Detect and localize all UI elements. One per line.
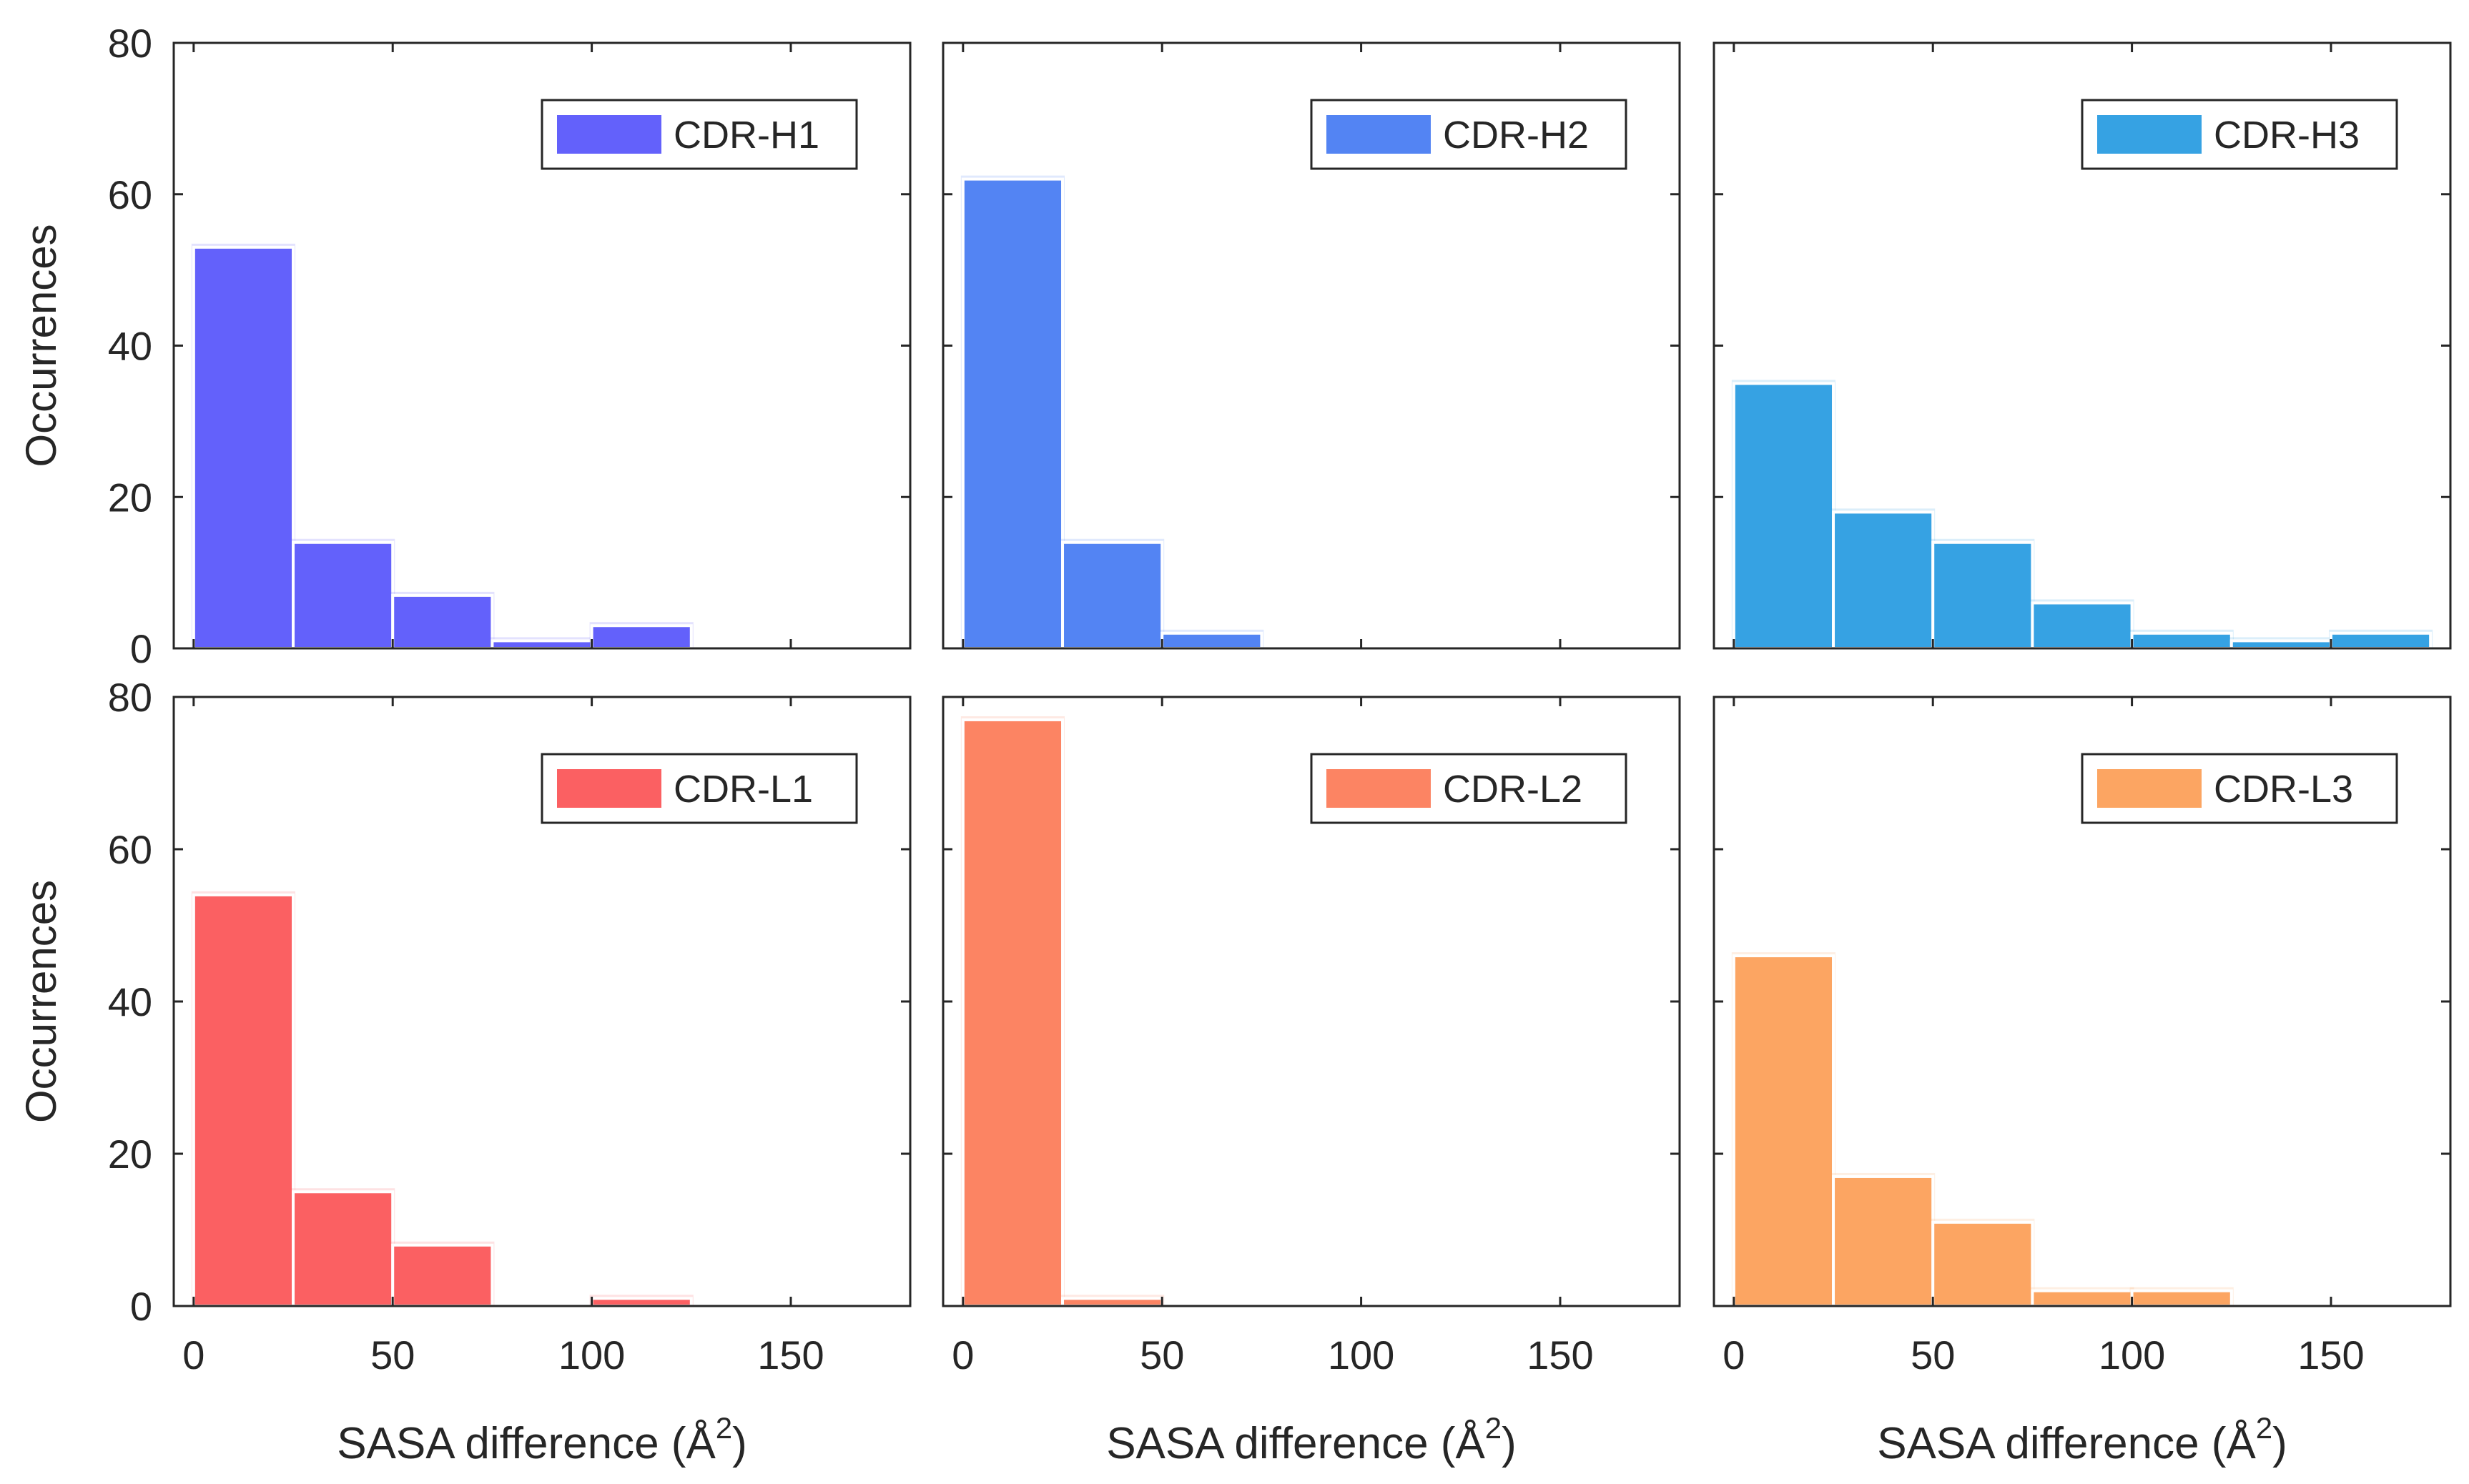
legend: CDR-H1	[541, 99, 858, 170]
bar-75-100	[2031, 601, 2134, 650]
bar-50-75	[1160, 631, 1263, 651]
x-tick-label: 150	[1527, 1332, 1593, 1377]
x-axis-label-close: )	[732, 1419, 747, 1468]
bar-125-150	[2229, 639, 2332, 650]
bar-0-25	[1732, 954, 1835, 1307]
y-tick-label: 0	[130, 1284, 152, 1329]
bar-150-175	[2329, 631, 2433, 651]
bar-0-25	[192, 893, 295, 1307]
legend-label: CDR-L2	[1443, 768, 1582, 811]
x-tick-label: 50	[1140, 1332, 1184, 1377]
bar-25-50	[292, 540, 395, 651]
panel-cdr-l3: 0 50 100 150 CDR-L3 SASA difference (Å2)	[1712, 696, 2452, 1468]
panel-cdr-l2: 0 50 100 150 CDR-L2 SASA difference (Å2)	[942, 696, 1681, 1468]
x-axis-label-main: SASA difference (Å	[337, 1419, 716, 1468]
legend: CDR-H2	[1310, 99, 1627, 170]
panel-cdr-h3: CDR-H3	[1712, 41, 2452, 651]
bar-0-25	[961, 718, 1065, 1307]
legend-label: CDR-L3	[2214, 768, 2353, 811]
y-tick-label: 40	[108, 979, 152, 1024]
bar-25-50	[292, 1190, 395, 1307]
x-tick-label: 0	[182, 1332, 204, 1377]
y-axis-label: Occurrences	[17, 880, 65, 1123]
bar-100-125	[2130, 1289, 2233, 1307]
y-tick-label: 60	[108, 172, 152, 217]
legend-label: CDR-H1	[674, 114, 819, 157]
legend-swatch	[1325, 768, 1432, 809]
x-axis-label-superscript: 2	[716, 1411, 732, 1445]
y-tick-label: 40	[108, 324, 152, 369]
x-axis-label-main: SASA difference (Å	[1877, 1419, 2256, 1468]
y-tick-label: 20	[108, 475, 152, 520]
bar-25-50	[1832, 1174, 1935, 1307]
panel-cdr-l1: 0 50 100 150 0 20 40 60 80 CDR-L1 Occurrences SASA …	[17, 675, 912, 1468]
bar-75-100	[2031, 1289, 2134, 1307]
legend-swatch	[556, 114, 663, 155]
x-tick-label: 150	[2297, 1332, 2364, 1377]
legend-label: CDR-L1	[674, 768, 813, 811]
legend-box	[1310, 753, 1627, 824]
bar-50-75	[391, 593, 494, 651]
legend: CDR-L3	[2081, 753, 2398, 824]
legend-swatch	[1325, 114, 1432, 155]
legend: CDR-H3	[2081, 99, 2398, 170]
x-axis-label-close: )	[1502, 1419, 1517, 1468]
bar-50-75	[1931, 1220, 2034, 1307]
bar-25-50	[1061, 540, 1164, 651]
legend-label: CDR-H2	[1443, 114, 1589, 157]
bar-0-25	[1732, 382, 1835, 650]
x-axis-label-superscript: 2	[1485, 1411, 1502, 1445]
x-axis-label-main: SASA difference (Å	[1106, 1419, 1485, 1468]
bar-75-100	[491, 639, 593, 650]
x-axis-label-close: )	[2272, 1419, 2287, 1468]
x-tick-label: 50	[1911, 1332, 1955, 1377]
legend-label: CDR-H3	[2214, 114, 2360, 157]
legend-swatch	[2096, 114, 2203, 155]
bar-25-50	[1832, 510, 1935, 650]
y-tick-label: 60	[108, 827, 152, 872]
legend-swatch	[556, 768, 663, 809]
bar-50-75	[1931, 540, 2034, 651]
bar-0-25	[192, 245, 295, 650]
y-tick-label: 80	[108, 675, 152, 720]
x-axis-label-superscript: 2	[2256, 1411, 2272, 1445]
x-tick-label: 100	[558, 1332, 625, 1377]
bar-25-50	[1061, 1297, 1164, 1307]
x-tick-label: 150	[757, 1332, 824, 1377]
panel-cdr-h1: 0 20 40 60 80 CDR-H1 Occurrences	[17, 21, 912, 671]
bar-50-75	[391, 1243, 494, 1308]
y-tick-label: 20	[108, 1132, 152, 1177]
x-tick-label: 0	[952, 1332, 974, 1377]
x-tick-label: 100	[1328, 1332, 1394, 1377]
legend: CDR-L2	[1310, 753, 1627, 824]
x-tick-label: 50	[370, 1332, 415, 1377]
bar-100-125	[590, 624, 693, 650]
y-axis-label: Occurrences	[17, 224, 65, 467]
y-tick-label: 80	[108, 21, 152, 66]
x-tick-label: 100	[2099, 1332, 2165, 1377]
panel-cdr-h2: CDR-H2	[942, 41, 1681, 651]
y-tick-label: 0	[130, 626, 152, 671]
legend: CDR-L1	[541, 753, 858, 824]
bar-100-125	[2130, 631, 2233, 651]
x-axis-label: SASA difference (Å2)	[337, 1411, 747, 1468]
x-tick-label: 0	[1723, 1332, 1745, 1377]
bar-0-25	[961, 177, 1065, 650]
bar-100-125	[590, 1297, 693, 1307]
legend-swatch	[2096, 768, 2203, 809]
x-axis-label: SASA difference (Å2)	[1877, 1411, 2287, 1468]
x-axis-label: SASA difference (Å2)	[1106, 1411, 1517, 1468]
